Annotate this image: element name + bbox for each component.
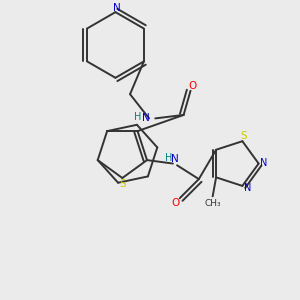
- Text: H: H: [134, 112, 142, 122]
- Text: N: N: [142, 113, 150, 123]
- Text: H: H: [165, 153, 172, 163]
- Text: O: O: [171, 198, 179, 208]
- Text: O: O: [188, 81, 196, 91]
- Text: N: N: [260, 158, 268, 167]
- Text: N: N: [172, 154, 179, 164]
- Text: N: N: [244, 183, 251, 193]
- Text: N: N: [112, 3, 120, 13]
- Text: CH₃: CH₃: [204, 199, 221, 208]
- Text: S: S: [240, 131, 247, 141]
- Text: S: S: [120, 178, 126, 188]
